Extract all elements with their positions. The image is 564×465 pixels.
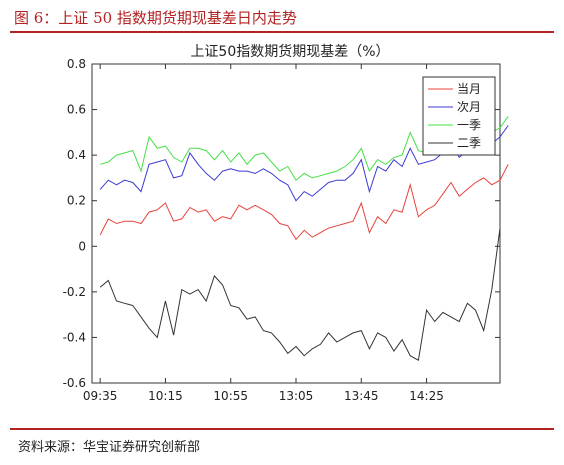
y-axis: -0.6 -0.4 -0.2 0 0.2 0.4 0.6 0.8 [63,57,500,390]
y-tick-label: 0 [78,239,86,253]
basis-line-chart: 上证50指数期货期现基差（%） -0.6 -0.4 -0.2 0 0.2 0.4 0.6 0.… [63,43,509,403]
x-tick-label: 09:35 [83,389,118,403]
y-tick-label: -0.6 [63,376,86,390]
header-rule [10,31,554,33]
legend-box [422,76,496,156]
legend-label: 二季 [457,136,481,150]
chart-title: 上证50指数期货期现基差（%） [190,43,389,60]
series-line-当月 [99,164,509,241]
figure-header: 图 6：上证 50 指数期货期现基差日内走势 [0,0,564,33]
legend-label: 次月 [457,100,481,114]
y-tick-label: 0.2 [67,194,86,208]
x-tick-label: 14:25 [409,389,444,403]
legend-label: 一季 [457,118,481,132]
x-tick-label: 10:15 [148,389,183,403]
y-tick-label: -0.4 [63,330,86,344]
x-tick-label: 10:55 [213,389,248,403]
x-axis: 09:35 10:15 10:55 13:05 13:45 14:25 [83,64,444,403]
figure-title: 图 6：上证 50 指数期货期现基差日内走势 [14,9,297,27]
y-tick-label: 0.8 [67,57,86,71]
footer-rule [10,428,554,430]
x-tick-label: 13:05 [279,389,314,403]
legend-label: 当月 [457,82,481,96]
y-tick-label: 0.4 [67,148,86,162]
y-tick-label: -0.2 [63,285,86,299]
y-tick-label: 0.6 [67,103,86,117]
series-line-二季 [99,228,501,361]
figure-source: 资料来源：华宝证券研究创新部 [18,440,201,455]
x-tick-label: 13:45 [344,389,379,403]
